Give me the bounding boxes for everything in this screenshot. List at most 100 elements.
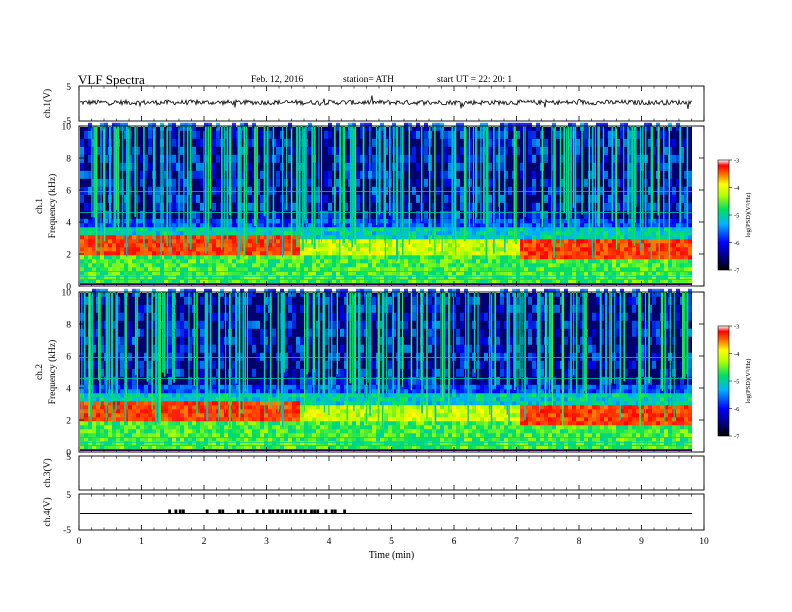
spectrogram-cell xyxy=(232,270,236,276)
spectrogram-cell xyxy=(416,266,420,272)
spectrogram-cell xyxy=(120,392,124,398)
spectrogram-cell xyxy=(208,274,212,280)
spectrogram-cell xyxy=(672,154,676,163)
spectrogram-cell xyxy=(436,270,440,276)
spectrogram-cell xyxy=(600,138,604,147)
spectrogram-cell xyxy=(80,274,84,280)
spectrogram-cell xyxy=(172,138,176,147)
spectrogram-cell xyxy=(208,416,212,422)
spectrogram-cell xyxy=(160,226,164,232)
spectrogram-cell xyxy=(100,396,104,402)
spectrogram-cell xyxy=(256,250,260,256)
spectrogram-cell xyxy=(84,388,88,394)
spectrogram-cell xyxy=(116,428,120,434)
spectrogram-cell xyxy=(504,270,508,276)
spectrogram-cell xyxy=(520,230,524,236)
spectrogram-cell xyxy=(264,210,268,219)
spectrogram-cell xyxy=(324,250,328,256)
spectrogram-cell xyxy=(356,146,360,155)
spectrogram-cell xyxy=(620,122,624,131)
spectrogram-cell xyxy=(248,250,252,256)
spectrogram-cell xyxy=(92,428,96,434)
spectrogram-cell xyxy=(472,278,476,284)
spectrogram-cell xyxy=(160,254,164,260)
spectrogram-cell xyxy=(140,226,144,232)
spectrogram-cell xyxy=(252,230,256,236)
spectrogram-cell xyxy=(220,254,224,260)
spectrogram-cell xyxy=(164,384,168,390)
spectrogram-cell xyxy=(376,254,380,260)
spectrogram-cell xyxy=(352,262,356,268)
spectrogram-cell xyxy=(252,234,256,240)
spectrogram-cell xyxy=(608,266,612,272)
station-label: station= ATH xyxy=(343,75,395,85)
spectrogram-cell xyxy=(476,278,480,284)
spectrogram-cell xyxy=(512,242,516,248)
spectrogram-cell xyxy=(244,432,248,438)
spectrogram-cell xyxy=(84,384,88,390)
spectrogram-cell xyxy=(664,234,668,240)
spectrogram-cell xyxy=(328,226,332,232)
spectrogram-cell xyxy=(572,202,576,211)
spectrogram-cell xyxy=(120,274,124,280)
spectrogram-cell xyxy=(644,226,648,232)
spectrogram-cell xyxy=(328,178,332,187)
spectrogram-cell xyxy=(600,266,604,272)
spectrogram-cell xyxy=(96,396,100,402)
spectrogram-cell xyxy=(192,440,196,446)
spectrogram-cell xyxy=(148,420,152,426)
spectrogram-cell xyxy=(176,242,180,248)
spectrogram-cell xyxy=(520,222,524,228)
spectrogram-cell xyxy=(176,420,180,426)
spectrogram-cell xyxy=(308,258,312,264)
spectrogram-cell xyxy=(560,230,564,236)
spectrogram-cell xyxy=(388,444,392,450)
spectrogram-cell xyxy=(596,266,600,272)
spectrogram-cell xyxy=(628,274,632,280)
spectrogram-cell xyxy=(100,408,104,414)
spectrogram-cell xyxy=(372,388,376,394)
spectrogram-cell xyxy=(664,246,668,252)
spectrogram-cell xyxy=(184,258,188,264)
spectrogram-cell xyxy=(252,392,256,398)
spectrogram-cell xyxy=(204,408,208,414)
spectrogram-cell xyxy=(184,230,188,236)
spectrogram-cell xyxy=(92,258,96,264)
spectrogram-cell xyxy=(616,246,620,252)
spectrogram-cell xyxy=(544,178,548,187)
spectrogram-cell xyxy=(260,444,264,450)
spectrogram-cell xyxy=(544,222,548,228)
spectrogram-cell xyxy=(432,242,436,248)
spectrogram-cell xyxy=(456,210,460,219)
spectrogram-cell xyxy=(132,218,136,224)
spectrogram-cell xyxy=(592,266,596,272)
spectrogram-cell xyxy=(588,258,592,264)
spectrogram-cell xyxy=(600,270,604,276)
spectrogram-cell xyxy=(328,258,332,264)
spectrogram-cell xyxy=(548,186,552,195)
spectrogram-cell xyxy=(592,170,596,179)
spectrogram-cell xyxy=(524,222,528,228)
spectrogram-cell xyxy=(140,238,144,244)
spectrogram-cell xyxy=(200,424,204,430)
spectrogram-cell xyxy=(512,270,516,276)
spectrogram-cell xyxy=(348,396,352,402)
spectrogram-cell xyxy=(676,230,680,236)
spectrogram-cell xyxy=(596,226,600,232)
spectrogram-cell xyxy=(268,416,272,422)
spectrogram-cell xyxy=(296,238,300,244)
spectrogram-cell xyxy=(384,424,388,430)
spectrogram-cell xyxy=(176,262,180,268)
spectrogram-cell xyxy=(144,258,148,264)
spectrogram-cell xyxy=(404,258,408,264)
spectrogram-cell xyxy=(580,234,584,240)
spectrogram-cell xyxy=(96,246,100,252)
spectrogram-cell xyxy=(432,202,436,211)
spectrogram-cell xyxy=(216,218,220,224)
spectrogram-cell xyxy=(160,444,164,450)
spectrogram-cell xyxy=(92,400,96,406)
spectrogram-cell xyxy=(364,170,368,179)
spectrogram-cell xyxy=(104,230,108,236)
spectrogram-cell xyxy=(284,428,288,434)
spectrogram-cell xyxy=(356,222,360,228)
